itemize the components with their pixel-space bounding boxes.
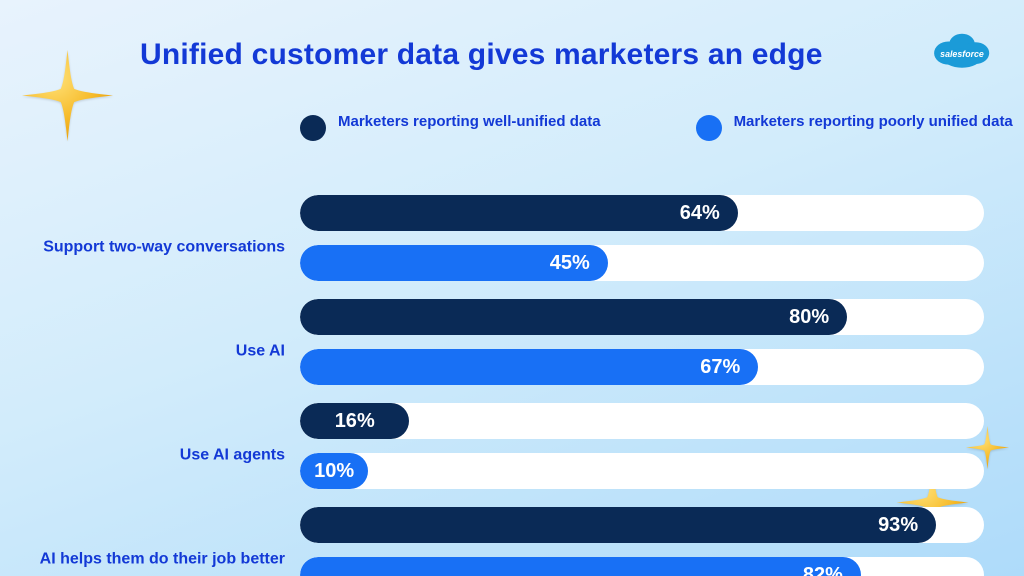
bar-fill-poorly-unified-3[interactable]: 82%	[300, 557, 861, 576]
bar-fill-well-unified-0[interactable]: 64%	[300, 195, 738, 231]
bar-track-well-unified-0: 64%	[300, 195, 984, 231]
bar-value-poorly-unified-1: 67	[700, 356, 722, 379]
chart-group-3: AI helps them do their job better 93% 82…	[0, 507, 1024, 576]
chart-group-1-label: Use AI	[20, 341, 285, 360]
chart-group-3-bars: 93% 82%	[300, 507, 984, 576]
chart-group-1: Use AI 80% 67%	[0, 299, 1024, 403]
chart-legend: Marketers reporting well-unified data Ma…	[300, 113, 1013, 141]
bar-fill-poorly-unified-0[interactable]: 45%	[300, 245, 608, 281]
chart-group-0-bars: 64% 45%	[300, 195, 984, 299]
sparkle-icon-top-left	[20, 48, 115, 143]
bar-track-well-unified-1: 80%	[300, 299, 984, 335]
bar-value-poorly-unified-3: 82	[803, 564, 825, 576]
bar-value-poorly-unified-2: 10	[314, 460, 336, 483]
bar-track-well-unified-2: 16%	[300, 403, 984, 439]
bar-fill-well-unified-3[interactable]: 93%	[300, 507, 936, 543]
chart-group-2-bars: 16% 10%	[300, 403, 984, 507]
legend-item-well-unified: Marketers reporting well-unified data	[300, 113, 601, 141]
chart-group-0-label: Support two-way conversations	[20, 237, 285, 256]
bar-track-well-unified-3: 93%	[300, 507, 984, 543]
bar-chart-groups: Support two-way conversations 64% 45% Us…	[0, 195, 1024, 546]
chart-group-2-label: Use AI agents	[20, 445, 285, 464]
chart-group-3-label: AI helps them do their job better	[20, 549, 285, 568]
bar-fill-poorly-unified-2[interactable]: 10%	[300, 453, 368, 489]
bar-value-well-unified-1: 80	[789, 306, 811, 329]
bar-track-poorly-unified-1: 67%	[300, 349, 984, 385]
bar-track-poorly-unified-0: 45%	[300, 245, 984, 281]
chart-group-1-bars: 80% 67%	[300, 299, 984, 403]
legend-label-poorly-unified: Marketers reporting poorly unified data	[734, 113, 1013, 132]
bar-track-poorly-unified-3: 82%	[300, 557, 984, 576]
bar-track-poorly-unified-2: 10%	[300, 453, 984, 489]
chart-group-0: Support two-way conversations 64% 45%	[0, 195, 1024, 299]
chart-group-2: Use AI agents 16% 10%	[0, 403, 1024, 507]
bar-fill-poorly-unified-1[interactable]: 67%	[300, 349, 758, 385]
salesforce-logo: salesforce	[928, 25, 996, 71]
bar-fill-well-unified-1[interactable]: 80%	[300, 299, 847, 335]
page-title: Unified customer data gives marketers an…	[140, 38, 984, 72]
svg-text:salesforce: salesforce	[940, 49, 984, 59]
legend-swatch-dark	[300, 115, 326, 141]
bar-value-well-unified-3: 93	[878, 514, 900, 537]
bar-value-well-unified-2: 16	[335, 410, 357, 433]
bar-value-poorly-unified-0: 45	[550, 252, 572, 275]
bar-fill-well-unified-2[interactable]: 16%	[300, 403, 409, 439]
legend-label-well-unified: Marketers reporting well-unified data	[338, 113, 601, 132]
legend-swatch-light	[696, 115, 722, 141]
bar-value-well-unified-0: 64	[680, 202, 702, 225]
legend-item-poorly-unified: Marketers reporting poorly unified data	[696, 113, 1013, 141]
